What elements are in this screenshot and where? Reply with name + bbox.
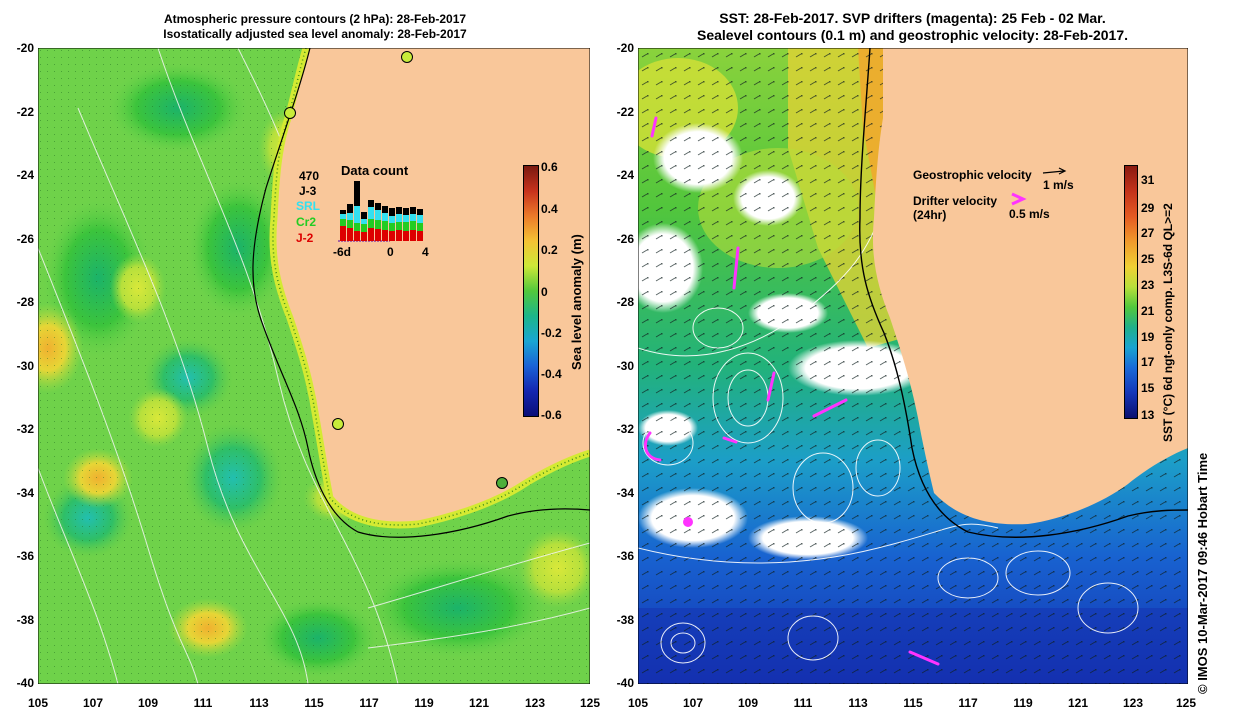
right-y-tick: -40 [616, 676, 634, 690]
right-x-tick: 109 [737, 696, 759, 710]
inset-title: Data count [341, 163, 409, 178]
geostrophic-scale-label: 1 m/s [1043, 178, 1074, 192]
right-x-tick: 115 [903, 696, 923, 710]
right-y-tick: -28 [616, 295, 634, 309]
slc-tick: -0.2 [541, 326, 562, 340]
drifter-arrow-icon [1011, 192, 1027, 206]
left-y-tick: -26 [16, 232, 34, 246]
inset-x-label-zero: 0 [387, 245, 394, 259]
inset-legend-j2: J-2 [296, 231, 314, 245]
right-y-tick: -32 [616, 422, 634, 436]
sst-tick: 19 [1141, 330, 1155, 344]
right-x-tick: 111 [793, 696, 813, 710]
sst-tick: 21 [1141, 304, 1155, 318]
inset-total-count: 470 [299, 169, 320, 183]
right-x-tick: 105 [627, 696, 649, 710]
right-x-tick: 113 [848, 696, 868, 710]
slc-tick: 0 [541, 285, 548, 299]
right-title-line1: SST: 28-Feb-2017. SVP drifters (magenta)… [719, 10, 1106, 26]
right-title-line2: Sealevel contours (0.1 m) and geostrophi… [696, 27, 1129, 43]
sst-tick: 13 [1141, 408, 1155, 422]
right-x-tick: 119 [1013, 696, 1033, 710]
right-x-tick: 123 [1122, 696, 1144, 710]
right-y-tick: -38 [616, 613, 634, 627]
imos-credit: © IMOS 10-Mar-2017 09:46 Hobart Time [1195, 452, 1210, 694]
sea-level-colorbar-label: Sea level anomaly (m) [569, 234, 584, 370]
left-x-tick: 121 [468, 696, 490, 710]
left-y-tick: -36 [16, 549, 34, 563]
left-x-tick: 123 [524, 696, 546, 710]
right-x-tick: 107 [682, 696, 704, 710]
inset-x-label-start: -6d [333, 245, 351, 259]
drifter-scale-label: 0.5 m/s [1009, 207, 1050, 221]
sst-colorbar [1124, 165, 1138, 419]
left-x-tick: 105 [27, 696, 49, 710]
right-y-tick: -34 [616, 486, 634, 500]
sst-colorbar-label: SST (°C) 6d ngt-only comp. L3S-6d QL>=2 [1161, 203, 1175, 442]
left-title-line2: Isostatically adjusted sea level anomaly… [163, 27, 467, 41]
sst-tick: 27 [1141, 226, 1155, 240]
left-x-tick: 109 [137, 696, 159, 710]
slc-tick: 0.2 [541, 243, 558, 257]
inset-legend-srl: SRL [296, 199, 320, 213]
drifter-velocity-label: Drifter velocity [913, 194, 998, 208]
left-x-tick: 107 [82, 696, 104, 710]
left-y-tick: -30 [16, 359, 34, 373]
right-map-title: SST: 28-Feb-2017. SVP drifters (magenta)… [640, 10, 1185, 44]
slc-tick: -0.6 [541, 408, 562, 422]
left-map-title: Atmospheric pressure contours (2 hPa): 2… [40, 12, 590, 42]
right-y-tick: -30 [616, 359, 634, 373]
right-y-tick: -24 [616, 168, 634, 182]
right-x-tick: 125 [1175, 696, 1197, 710]
sst-tick: 15 [1141, 381, 1155, 395]
left-x-tick: 113 [249, 696, 269, 710]
slc-tick: -0.4 [541, 367, 562, 381]
sst-tick: 23 [1141, 278, 1155, 292]
left-y-tick: -24 [16, 168, 34, 182]
sst-tick: 31 [1141, 173, 1155, 187]
slc-tick: 0.6 [541, 160, 558, 174]
left-x-tick: 117 [359, 696, 379, 710]
right-y-tick: -22 [616, 105, 634, 119]
left-y-tick: -22 [16, 105, 34, 119]
sea-level-anomaly-map [38, 48, 590, 684]
right-y-tick: -26 [616, 232, 634, 246]
left-title-line1: Atmospheric pressure contours (2 hPa): 2… [163, 12, 467, 26]
inset-legend-j3: J-3 [299, 184, 317, 198]
left-x-tick: 119 [414, 696, 434, 710]
sea-level-colorbar [523, 165, 539, 417]
geostrophic-velocity-label: Geostrophic velocity [913, 168, 1032, 182]
left-y-tick: -28 [16, 295, 34, 309]
geostrophic-arrow-icon [1042, 167, 1067, 175]
sst-map [638, 48, 1188, 684]
left-y-tick: -20 [16, 41, 34, 55]
left-y-tick: -34 [16, 486, 34, 500]
right-x-tick: 121 [1067, 696, 1089, 710]
left-x-tick: 115 [304, 696, 324, 710]
sst-tick: 29 [1141, 201, 1155, 215]
drifter-velocity-sublabel: (24hr) [913, 208, 947, 222]
left-y-tick: -40 [16, 676, 34, 690]
left-y-tick: -32 [16, 422, 34, 436]
sst-tick: 25 [1141, 252, 1155, 266]
inset-x-label-end: 4 [422, 245, 429, 259]
right-y-tick: -20 [616, 41, 634, 55]
left-y-tick: -38 [16, 613, 34, 627]
data-count-histogram [338, 181, 423, 242]
left-x-tick: 111 [193, 696, 213, 710]
right-y-tick: -36 [616, 549, 634, 563]
inset-legend-cr2: Cr2 [296, 215, 317, 229]
sst-tick: 17 [1141, 355, 1155, 369]
left-x-tick: 125 [579, 696, 601, 710]
right-x-tick: 117 [958, 696, 978, 710]
slc-tick: 0.4 [541, 202, 558, 216]
